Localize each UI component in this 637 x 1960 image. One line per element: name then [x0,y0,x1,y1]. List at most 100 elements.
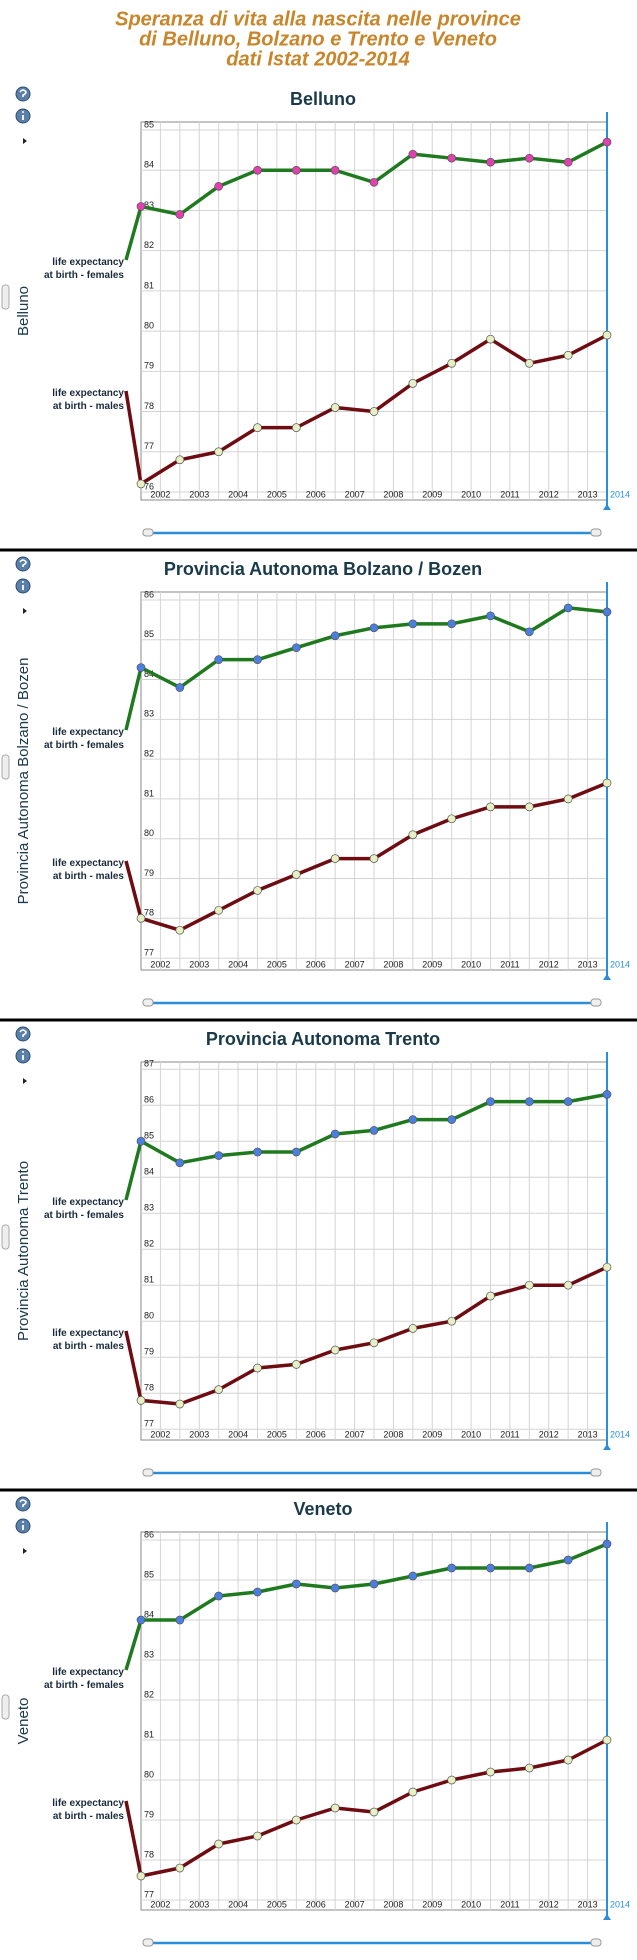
data-point [330,1345,340,1355]
data-point [175,925,185,935]
data-point [253,886,262,895]
x-tick-label: 2010 [461,1899,481,1909]
menu-arrow [23,1078,27,1084]
y-axis-label: Belluno [15,286,32,336]
y-tick-label: 76 [144,481,154,491]
x-tick-label: 2005 [267,1429,287,1439]
x-tick-label: 2014 [610,1899,630,1909]
data-point [369,854,379,863]
x-tick-label: 2007 [345,1429,365,1439]
data-point [486,1563,495,1573]
x-tick-label: 2002 [150,489,170,499]
data-point [291,643,301,653]
x-tick-label: 2005 [267,1899,287,1909]
data-point [408,1115,418,1124]
x-tick-label: 2013 [578,489,598,499]
x-tick-label: 2002 [150,1429,170,1439]
x-tick-label: 2013 [578,1899,598,1909]
x-tick-label: 2004 [228,1429,248,1439]
y-tick-label: 80 [144,1311,154,1321]
time-marker-head [603,974,611,980]
data-point [291,1579,301,1589]
x-tick-label: 2004 [228,1899,248,1909]
side-handle [1,1694,10,1720]
x-tick-label: 2011 [500,489,519,499]
x-tick-label: 2011 [500,1429,519,1439]
series-connector [124,667,143,731]
y-tick-label: 77 [144,441,154,451]
data-point [563,1280,573,1290]
help-icon [15,86,31,102]
data-point [136,1136,146,1146]
slider-handle [590,998,602,1007]
data-point [486,1291,495,1301]
data-point [136,1615,146,1625]
side-handle [1,1224,10,1250]
y-tick-label: 86 [144,1095,154,1105]
data-point [291,1815,301,1825]
data-point [486,157,495,167]
page-title: dati Istat 2002-2014 [226,48,409,70]
data-point [369,407,379,416]
data-point [136,1871,146,1881]
data-point [291,1147,301,1157]
data-point [486,1097,495,1106]
x-tick-label: 2014 [610,959,630,969]
slider-handle [590,528,602,537]
y-tick-label: 81 [144,280,154,290]
data-point [447,1563,457,1573]
page-title: di Belluno, Bolzano e Trento e Veneto [139,28,497,50]
legend-label: life expectancy at birth - males [52,388,124,412]
data-point [563,794,573,804]
data-point [291,423,301,432]
data-point [330,1803,340,1813]
data-point [524,1763,534,1773]
x-tick-label: 2007 [345,1899,365,1909]
help-icon-glyph [19,89,27,97]
x-tick-label: 2012 [539,489,559,499]
data-point [330,165,340,175]
data-point [602,607,612,617]
data-point [602,1735,612,1745]
series-label-box: life expectancy at birth - females [44,727,124,751]
data-point [408,379,418,388]
data-point [136,202,146,211]
data-point [330,631,340,641]
data-point [214,1385,224,1394]
y-axis-label: Veneto [15,1698,32,1745]
x-tick-label: 2007 [345,959,365,969]
slider-handle [590,1468,602,1477]
side-handle [1,754,10,780]
data-point [408,149,418,159]
time-marker-head [603,504,611,510]
x-tick-label: 2002 [150,1899,170,1909]
x-tick-label: 2011 [500,1899,519,1909]
data-point [214,655,224,664]
data-point [214,181,224,191]
y-tick-label: 80 [144,828,154,838]
data-point [563,1555,573,1565]
x-tick-label: 2010 [461,489,481,499]
y-tick-label: 77 [144,1419,154,1429]
y-tick-label: 78 [144,1849,154,1859]
data-point [447,153,457,163]
y-tick-label: 80 [144,320,154,330]
y-tick-label: 85 [144,629,154,639]
x-tick-label: 2009 [422,1899,442,1909]
y-tick-label: 83 [144,200,154,210]
data-point [214,1151,224,1160]
x-tick-label: 2006 [306,489,326,499]
series-label-box: life expectancy at birth - females [44,257,124,281]
x-tick-label: 2007 [345,489,365,499]
data-point [175,455,185,465]
x-tick-label: 2003 [189,959,209,969]
data-point [524,358,534,368]
x-tick-label: 2013 [578,959,598,969]
y-tick-label: 79 [144,1809,154,1819]
time-marker-head [603,1914,611,1920]
data-point [214,447,224,457]
chart-title: Veneto [293,1499,352,1519]
data-point [602,330,612,340]
series-label-box: life expectancy at birth - females [44,1197,124,1221]
series-connector [124,390,143,485]
